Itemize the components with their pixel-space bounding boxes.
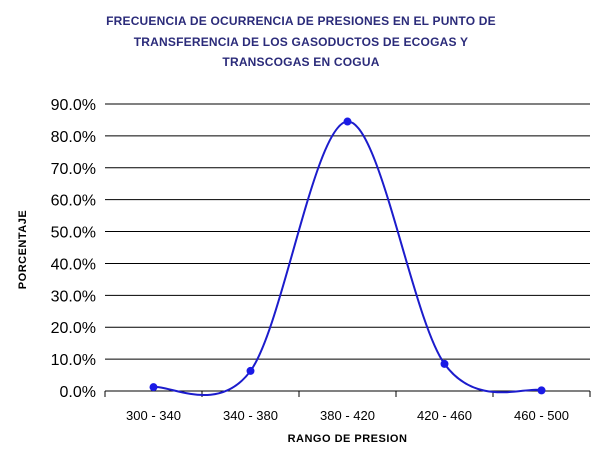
- series-line: [153, 120, 542, 397]
- y-tick-label: 20.0%: [51, 320, 96, 337]
- y-tick-label: 50.0%: [51, 225, 96, 242]
- chart-title-line-2: TRANSFERENCIA DE LOS GASODUCTOS DE ECOGA…: [133, 35, 469, 49]
- x-tick-label: 340 - 380: [223, 408, 278, 423]
- y-tick-label: 80.0%: [51, 129, 96, 146]
- chart-title-line-3: TRANSCOGAS EN COGUA: [222, 55, 380, 69]
- data-point-1: [149, 383, 158, 392]
- data-point-3: [343, 117, 352, 126]
- x-axis-label: RANGO DE PRESION: [288, 433, 408, 445]
- data-points: [149, 117, 546, 395]
- x-tick-label: 420 - 460: [417, 408, 472, 423]
- x-tick-label: 300 - 340: [126, 408, 181, 423]
- data-point-2: [246, 366, 255, 375]
- y-tick-label: 10.0%: [51, 352, 96, 369]
- y-tick-label: 60.0%: [51, 193, 96, 210]
- x-tick-label: 460 - 500: [514, 408, 569, 423]
- x-tick-label: 380 - 420: [320, 408, 375, 423]
- chart-title-line-1: FRECUENCIA DE OCURRENCIA DE PRESIONES EN…: [106, 14, 496, 28]
- y-axis-label: PORCENTAJE: [17, 210, 29, 289]
- x-axis-ticks: 300 - 340 340 - 380 380 - 420 420 - 460 460 …: [104, 391, 591, 423]
- y-tick-label: 70.0%: [51, 161, 96, 178]
- y-tick-label: 0.0%: [60, 384, 96, 401]
- gridlines: [105, 103, 590, 360]
- y-tick-label: 30.0%: [51, 288, 96, 305]
- y-axis-ticks: 0.0% 10.0% 20.0% 30.0% 40.0% 50.0% 60.0% 70.0% 8…: [51, 97, 96, 401]
- data-point-5: [537, 386, 546, 395]
- y-tick-label: 90.0%: [51, 97, 96, 114]
- y-tick-label: 40.0%: [51, 256, 96, 273]
- data-point-4: [440, 359, 449, 368]
